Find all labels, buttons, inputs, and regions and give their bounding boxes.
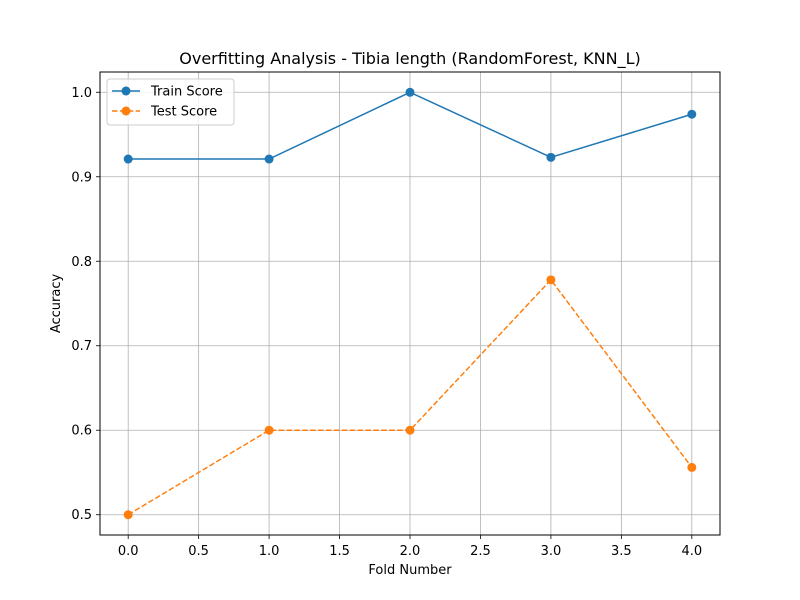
data-point bbox=[687, 109, 697, 119]
data-point bbox=[123, 510, 133, 520]
legend-entry: Train Score bbox=[150, 85, 223, 100]
x-tick-label: 2.5 bbox=[470, 544, 491, 559]
y-tick-label: 0.7 bbox=[71, 339, 92, 354]
y-axis: 0.5 0.6 0.7 0.8 0.9 1.0 bbox=[71, 86, 100, 523]
data-point bbox=[405, 87, 415, 97]
legend-marker bbox=[121, 86, 131, 96]
y-tick-label: 1.0 bbox=[71, 86, 92, 101]
y-tick-label: 0.6 bbox=[71, 424, 92, 439]
series-layer bbox=[123, 87, 697, 520]
x-tick-label: 1.0 bbox=[259, 544, 280, 559]
data-point bbox=[264, 425, 274, 435]
grid bbox=[100, 72, 720, 535]
data-point bbox=[687, 462, 697, 472]
x-tick-label: 4.0 bbox=[681, 544, 702, 559]
series-0 bbox=[123, 87, 697, 164]
x-axis-label: Fold Number bbox=[368, 563, 452, 578]
legend: Train Score Test Score bbox=[106, 78, 235, 126]
chart-title: Overfitting Analysis - Tibia length (Ran… bbox=[179, 49, 640, 69]
legend-entry: Test Score bbox=[150, 105, 217, 120]
x-tick-label: 0.0 bbox=[118, 544, 139, 559]
y-tick-label: 0.8 bbox=[71, 255, 92, 270]
x-tick-label: 3.5 bbox=[611, 544, 632, 559]
y-axis-label: Accuracy bbox=[49, 274, 64, 334]
data-point bbox=[546, 275, 556, 285]
series-1 bbox=[123, 275, 697, 520]
x-axis: 0.0 0.5 1.0 1.5 2.0 2.5 3.0 3.5 4.0 bbox=[118, 535, 702, 559]
data-point bbox=[264, 154, 274, 164]
x-tick-label: 3.0 bbox=[541, 544, 562, 559]
y-tick-label: 0.5 bbox=[71, 508, 92, 523]
x-tick-label: 2.0 bbox=[400, 544, 421, 559]
x-tick-label: 1.5 bbox=[329, 544, 350, 559]
x-tick-label: 0.5 bbox=[188, 544, 209, 559]
data-point bbox=[405, 425, 415, 435]
y-tick-label: 0.9 bbox=[71, 170, 92, 185]
data-point bbox=[123, 154, 133, 164]
legend-marker bbox=[121, 106, 131, 116]
data-point bbox=[546, 152, 556, 162]
